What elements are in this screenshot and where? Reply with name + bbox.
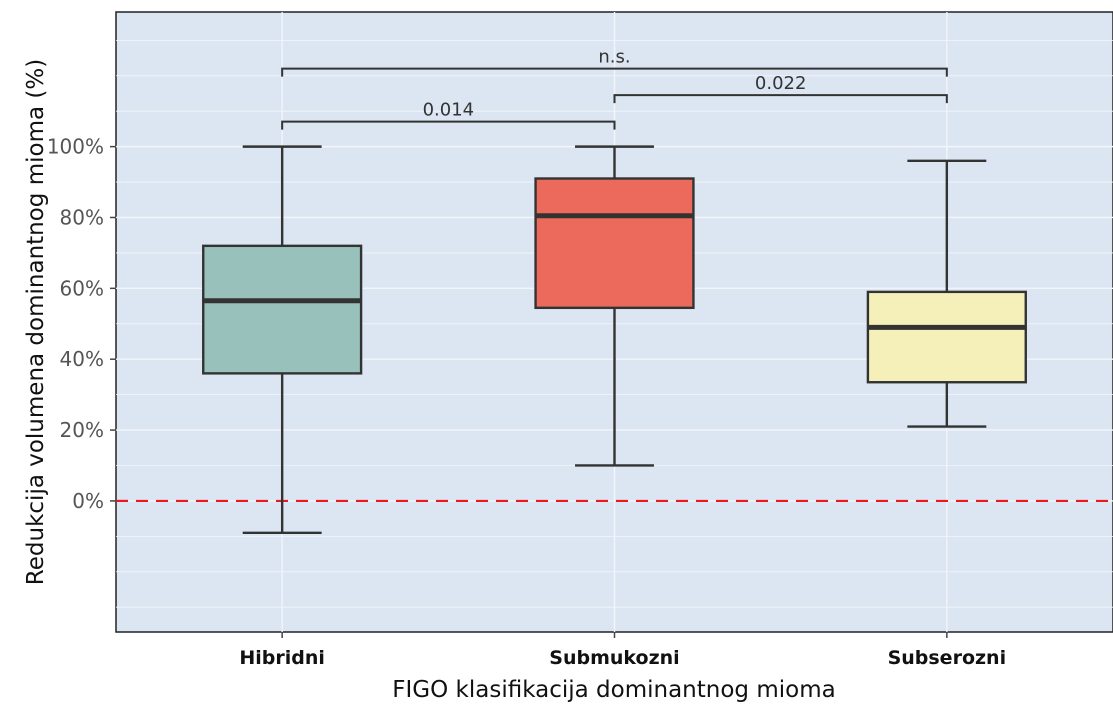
iqr-box [202, 244, 363, 375]
comparison-bracket: 0.022 [613, 73, 948, 104]
p-value-label: 0.022 [755, 73, 807, 94]
y-tick-label: 60% [60, 276, 104, 300]
p-value-label: 0.014 [423, 100, 475, 121]
y-axis-title: Redukcija volumena dominantnog mioma (%) [23, 59, 49, 585]
iqr-box [866, 290, 1027, 384]
y-tick-label: 80% [60, 205, 104, 229]
y-tick-label: 100% [47, 135, 104, 159]
x-tick-label: Subserozni [888, 647, 1007, 669]
bracket-line [613, 94, 948, 104]
bracket-line [281, 120, 616, 130]
iqr-box [534, 177, 695, 310]
p-value-label: n.s. [598, 47, 630, 68]
comparison-bracket: 0.014 [281, 100, 616, 130]
x-tick-label: Submukozni [549, 647, 679, 669]
y-tick-label: 40% [60, 347, 104, 371]
x-tick-label: Hibridni [239, 647, 325, 669]
box-subserozni [866, 159, 1027, 428]
bracket-line [281, 67, 948, 77]
box-hibridni [202, 145, 363, 534]
y-tick-label: 0% [72, 489, 104, 513]
comparison-bracket: n.s. [281, 47, 948, 77]
y-tick-label: 20% [60, 418, 104, 442]
x-axis-title: FIGO klasifikacija dominantnog mioma [392, 677, 835, 703]
box-submukozni [534, 145, 695, 467]
